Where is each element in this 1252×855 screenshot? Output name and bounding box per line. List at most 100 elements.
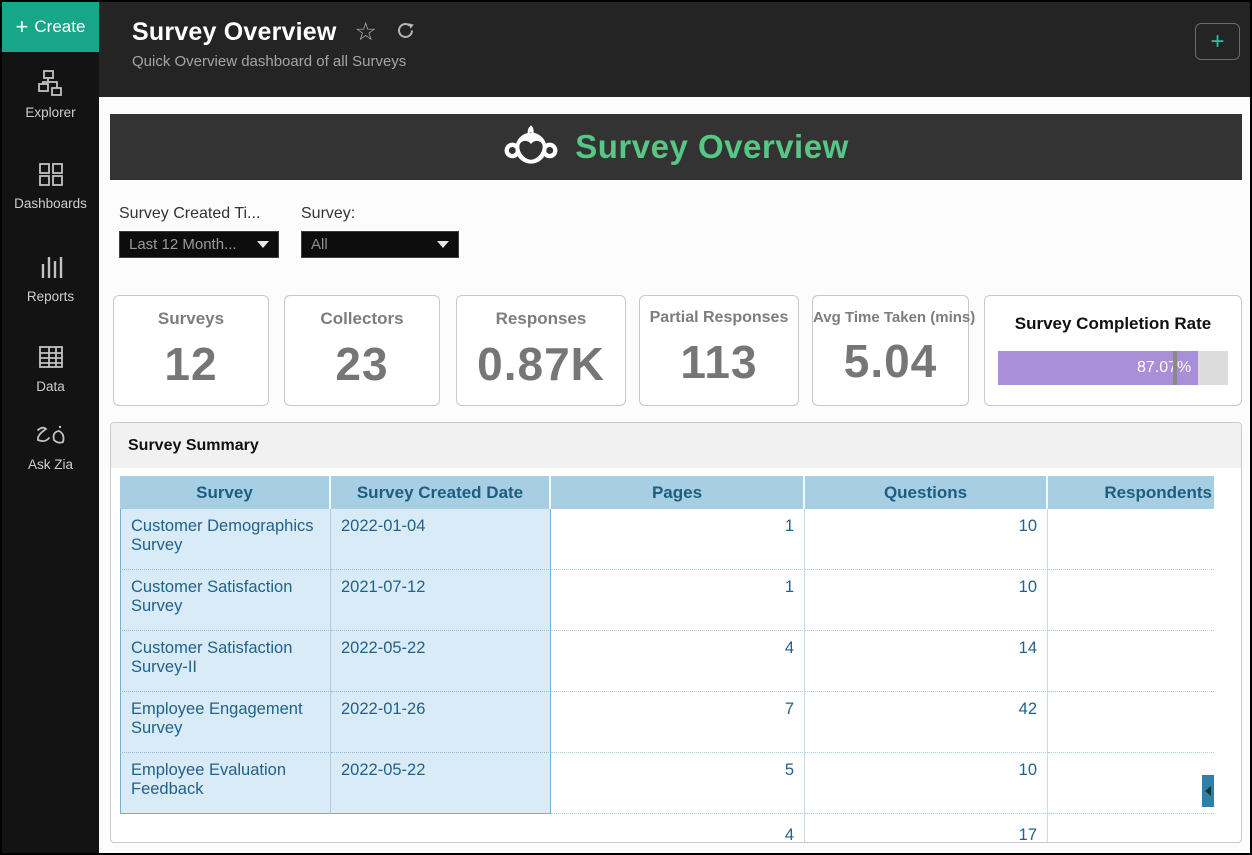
- completion-target-marker: [1172, 351, 1177, 385]
- top-header: Survey Overview ☆ Quick Overview dashboa…: [99, 2, 1250, 97]
- column-header-survey[interactable]: Survey: [120, 476, 331, 509]
- table-header-row: Survey Survey Created Date Pages Questio…: [120, 476, 1214, 509]
- column-header-respondents[interactable]: Respondents: [1048, 476, 1214, 509]
- cell-questions[interactable]: 10: [805, 570, 1048, 631]
- banner-title: Survey Overview: [575, 128, 849, 165]
- cell-respondents[interactable]: [1048, 570, 1214, 631]
- column-header-pages[interactable]: Pages: [551, 476, 805, 509]
- sidebar-item-label: Reports: [26, 289, 75, 304]
- cell-questions[interactable]: 17: [805, 814, 1048, 842]
- kpi-title: Surveys: [157, 309, 225, 328]
- cell-pages[interactable]: 1: [551, 509, 805, 570]
- kpi-value: 23: [335, 338, 389, 390]
- kpi-value: 113: [680, 336, 758, 388]
- add-widget-button[interactable]: +: [1195, 23, 1240, 60]
- kpi-title: Responses: [495, 309, 587, 328]
- survey-summary-table: Survey Survey Created Date Pages Questio…: [120, 476, 1214, 842]
- cell-created-date[interactable]: 2022-05-22: [331, 753, 551, 814]
- dashboards-icon: [36, 159, 66, 189]
- table-row: Employee Engagement Survey 2022-01-26 7 …: [120, 692, 1214, 753]
- sidebar-item-explorer[interactable]: Explorer: [2, 68, 99, 120]
- cell-pages[interactable]: 4: [551, 631, 805, 692]
- refresh-icon[interactable]: [395, 20, 416, 45]
- cell-survey[interactable]: Customer Satisfaction Survey: [120, 570, 331, 631]
- filter-survey: Survey: All: [301, 205, 459, 258]
- table-row: Customer Demographics Survey 2022-01-04 …: [120, 509, 1214, 570]
- cell-questions[interactable]: 42: [805, 692, 1048, 753]
- kpi-card-responses[interactable]: Responses 0.87K: [456, 295, 626, 406]
- kpi-card-surveys[interactable]: Surveys 12: [113, 295, 269, 406]
- cell-survey[interactable]: Customer Satisfaction Survey-II: [120, 631, 331, 692]
- column-header-questions[interactable]: Questions: [805, 476, 1048, 509]
- favorite-star-icon[interactable]: ☆: [354, 18, 377, 46]
- sidebar-item-ask-zia[interactable]: Ask Zia: [2, 424, 99, 472]
- reports-icon: [36, 252, 66, 282]
- table-row: Customer Satisfaction Survey-II 2022-05-…: [120, 631, 1214, 692]
- sidebar-item-reports[interactable]: Reports: [2, 252, 99, 304]
- cell-respondents[interactable]: [1048, 753, 1214, 814]
- sidebar: + Create Explorer Dashboards: [2, 2, 99, 853]
- dashboard-banner: Survey Overview: [110, 114, 1242, 180]
- surveymonkey-logo-icon: [503, 124, 559, 171]
- explorer-icon: [36, 68, 66, 98]
- table-row-partial: 4 17: [120, 814, 1214, 842]
- kpi-card-partial-responses[interactable]: Partial Responses 113: [639, 295, 799, 406]
- plus-icon: +: [15, 14, 29, 39]
- cell-respondents[interactable]: [1048, 631, 1214, 692]
- cell-questions[interactable]: 10: [805, 753, 1048, 814]
- cell-survey[interactable]: Customer Demographics Survey: [120, 509, 331, 570]
- table-row: Customer Satisfaction Survey 2021-07-12 …: [120, 570, 1214, 631]
- kpi-title: Avg Time Taken (mins): [813, 309, 976, 326]
- kpi-value: 5.04: [843, 335, 938, 387]
- filter-survey-created-time: Survey Created Ti... Last 12 Month...: [119, 205, 279, 258]
- sidebar-item-data[interactable]: Data: [2, 342, 99, 394]
- cell-created-date[interactable]: [331, 814, 551, 842]
- cell-questions[interactable]: 14: [805, 631, 1048, 692]
- cell-respondents[interactable]: [1048, 509, 1214, 570]
- kpi-value: 0.87K: [477, 338, 605, 390]
- cell-created-date[interactable]: 2022-01-26: [331, 692, 551, 753]
- survey-summary-widget: Survey Summary Survey Survey Created Dat…: [110, 422, 1242, 843]
- cell-pages[interactable]: 7: [551, 692, 805, 753]
- kpi-card-completion-rate[interactable]: Survey Completion Rate 87.07%: [984, 295, 1242, 406]
- cell-pages[interactable]: 4: [551, 814, 805, 842]
- kpi-value: 12: [164, 338, 218, 390]
- survey-dropdown[interactable]: All: [301, 231, 459, 258]
- sidebar-item-label: Ask Zia: [27, 457, 73, 472]
- create-button[interactable]: + Create: [2, 2, 99, 52]
- chevron-down-icon: [437, 241, 449, 248]
- cell-survey[interactable]: [120, 814, 331, 842]
- cell-respondents[interactable]: [1048, 814, 1214, 842]
- cell-survey[interactable]: Employee Engagement Survey: [120, 692, 331, 753]
- widget-title: Survey Summary: [111, 423, 1241, 468]
- cell-created-date[interactable]: 2021-07-12: [331, 570, 551, 631]
- completion-progress-track: 87.07%: [998, 351, 1228, 385]
- chevron-down-icon: [257, 241, 269, 248]
- chevron-left-icon: [1205, 786, 1211, 796]
- cell-respondents[interactable]: [1048, 692, 1214, 753]
- kpi-title: Partial Responses: [649, 309, 789, 326]
- sidebar-item-label: Explorer: [25, 105, 76, 120]
- filter-label: Survey:: [301, 205, 356, 222]
- kpi-card-collectors[interactable]: Collectors 23: [284, 295, 440, 406]
- filter-label: Survey Created Ti...: [119, 205, 261, 222]
- dashboard-content: Survey Overview Survey Created Ti... Las…: [99, 97, 1250, 853]
- cell-created-date[interactable]: 2022-01-04: [331, 509, 551, 570]
- cell-questions[interactable]: 10: [805, 509, 1048, 570]
- page-title: Survey Overview: [132, 18, 337, 46]
- table-row: Employee Evaluation Feedback 2022-05-22 …: [120, 753, 1214, 814]
- kpi-card-avg-time-taken[interactable]: Avg Time Taken (mins) 5.04: [812, 295, 976, 406]
- dropdown-value: All: [311, 236, 328, 253]
- cell-pages[interactable]: 5: [551, 753, 805, 814]
- page-subtitle: Quick Overview dashboard of all Surveys: [132, 53, 407, 70]
- sidebar-item-dashboards[interactable]: Dashboards: [2, 159, 99, 211]
- cell-pages[interactable]: 1: [551, 570, 805, 631]
- ask-zia-icon: [34, 424, 68, 450]
- sidebar-item-label: Dashboards: [14, 196, 87, 211]
- cell-created-date[interactable]: 2022-05-22: [331, 631, 551, 692]
- cell-survey[interactable]: Employee Evaluation Feedback: [120, 753, 331, 814]
- scroll-handle[interactable]: [1202, 775, 1214, 807]
- survey-created-time-dropdown[interactable]: Last 12 Month...: [119, 231, 279, 258]
- column-header-created-date[interactable]: Survey Created Date: [331, 476, 551, 509]
